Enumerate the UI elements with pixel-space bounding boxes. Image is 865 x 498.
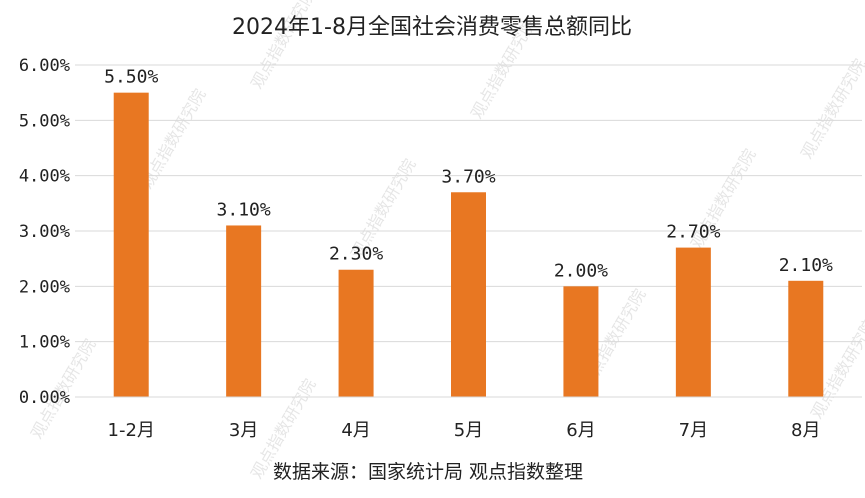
source-note: 数据来源：国家统计局 观点指数整理	[273, 461, 583, 483]
watermark: 观点指数研究院	[797, 55, 865, 162]
x-tick-label: 6月	[566, 420, 595, 441]
y-tick-label: 1.00%	[19, 333, 70, 353]
bar	[451, 192, 486, 397]
chart-title: 2024年1-8月全国社会消费零售总额同比	[232, 15, 632, 40]
y-axis-ticks: 0.00% 1.00% 2.00% 3.00% 4.00% 5.00% 6.00%	[19, 56, 70, 408]
data-label: 2.30%	[329, 244, 383, 265]
bar	[788, 280, 824, 397]
y-tick-label: 0.00%	[19, 388, 70, 408]
bar	[226, 225, 262, 397]
x-axis-ticks: 1-2月 3月 4月 5月 6月 7月 8月	[108, 420, 821, 441]
data-label: 3.70%	[441, 166, 495, 187]
bar	[113, 92, 149, 398]
y-tick-label: 5.00%	[19, 111, 70, 131]
x-tick-label: 4月	[341, 420, 370, 441]
x-tick-label: 8月	[791, 420, 820, 441]
y-tick-label: 2.00%	[19, 277, 70, 297]
data-labels: 5.50% 3.10% 2.30% 3.70% 2.00% 2.70% 2.10%	[104, 67, 833, 282]
bar	[675, 247, 711, 397]
data-label: 2.10%	[779, 255, 833, 276]
x-tick-label: 1-2月	[108, 420, 155, 441]
x-tick-label: 7月	[679, 420, 708, 441]
data-label: 5.50%	[104, 67, 158, 88]
x-tick-label: 3月	[229, 420, 258, 441]
data-label: 2.00%	[554, 260, 608, 281]
y-tick-label: 3.00%	[19, 222, 70, 242]
data-label: 2.70%	[666, 222, 720, 243]
x-tick-label: 5月	[454, 420, 483, 441]
watermark: 观点指数研究院	[247, 0, 319, 92]
bar	[338, 269, 374, 397]
y-tick-label: 4.00%	[19, 167, 70, 187]
data-label: 3.10%	[217, 199, 271, 220]
y-tick-label: 6.00%	[19, 56, 70, 76]
bar	[563, 286, 599, 397]
bar-series	[113, 92, 824, 398]
